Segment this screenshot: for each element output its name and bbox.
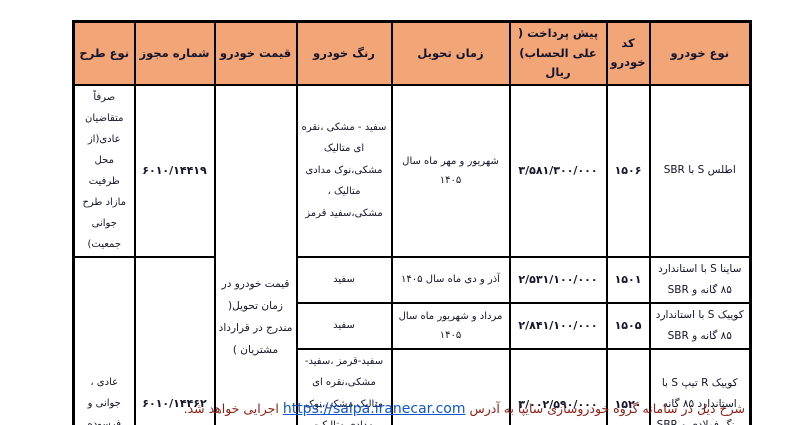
cell-type-atlas: اطلس S با SBR: [648, 83, 752, 258]
table-row: ساینا S با استاندارد ۸۵ گانه و SBR ۱۵۰۱ …: [72, 255, 752, 425]
cell-delivery-rows4to5-merged: تیر ، مرداد و شهریور ماه سال ۱۴۰۵: [390, 347, 511, 425]
cell-delivery-atlas: شهریور و مهر ماه سال ۱۴۰۵: [390, 83, 511, 258]
cell-price-note-merged: قیمت خودرو در زمان تحویل( مندرج در قرارد…: [213, 83, 298, 425]
caption-text-after: اجرایی خواهد شد.: [183, 401, 283, 416]
col-header-car-code: کد خودرو: [605, 20, 651, 86]
col-header-car-color: رنگ خودرو: [295, 20, 393, 86]
col-header-plan-type: نوع طرح: [72, 20, 136, 86]
table-row: اطلس S با SBR ۱۵۰۶ ۳/۵۸۱/۳۰۰/۰۰۰ شهریور …: [72, 83, 752, 425]
footer-caption: شرح ذیل در سامانه گروه خودروسازی سایپا ب…: [45, 401, 745, 417]
cell-prepayment-atlas: ۳/۵۸۱/۳۰۰/۰۰۰: [508, 83, 608, 258]
cell-plan-rows2to5-merged: عادی ، جوانی و فرسوده: [72, 255, 136, 425]
cell-colors-atlas: سفید - مشکی ،نقره ای متالیک مشکی،نوک مدا…: [295, 83, 393, 258]
cell-type-saina: ساینا S با استاندارد ۸۵ گانه و SBR: [648, 255, 752, 304]
cell-colors-quick-s: سفید: [295, 301, 393, 350]
col-header-permit-number: شماره مجوز: [133, 20, 216, 86]
col-header-prepayment: پیش پرداخت ( علی الحساب) ریال: [508, 20, 608, 86]
table-row: کوییک R تیپ S با استاندارد ۸۵ گانه رینگ …: [74, 347, 752, 425]
cell-code-atlas: ۱۵۰۶: [605, 83, 651, 258]
cell-delivery-quick-s: مرداد و شهریور ماه سال ۱۴۰۵: [390, 301, 511, 350]
col-header-car-type: نوع خودرو: [648, 20, 752, 86]
cell-code-quick-s: ۱۵۰۵: [605, 301, 651, 350]
cell-colors-saina: سفید: [295, 255, 393, 304]
cell-permit-rows2to5-merged: ۶۰۱۰/۱۴۴۶۲: [133, 255, 216, 425]
cell-code-saina: ۱۵۰۱: [605, 255, 651, 304]
cell-prepayment-quick-s: ۲/۸۴۱/۱۰۰/۰۰۰: [508, 301, 608, 350]
header-row: نوع خودرو کد خودرو پیش پرداخت ( علی الحس…: [72, 20, 752, 86]
caption-text-before: شرح ذیل در سامانه گروه خودروسازی سایپا ب…: [465, 401, 745, 416]
cell-type-quick-r: کوییک R تیپ S با استاندارد ۸۵ گانه رینگ …: [648, 347, 752, 425]
saipa-presale-table: نوع خودرو کد خودرو پیش پرداخت ( علی الحس…: [72, 20, 752, 425]
cell-colors-quick-r: سفید-قرمز ،سفید-مشکی،نقره ای متالیک مشکی…: [295, 347, 393, 425]
cell-code-quick-r: ۱۵۲۰: [605, 347, 651, 425]
cell-plan-row1: صرفاً متقاضیان عادی(از محل ظرفیت مازاد ط…: [72, 83, 136, 258]
table-row: کوییک S با استاندارد ۸۵ گانه و SBR ۱۵۰۵ …: [74, 301, 752, 350]
cell-prepayment-saina: ۲/۵۳۱/۱۰۰/۰۰۰: [508, 255, 608, 304]
cell-prepayment-quick-r: ۳/۰۰۲/۵۹۰/۰۰۰: [508, 347, 608, 425]
cell-delivery-saina: آذر و دی ماه سال ۱۴۰۵: [390, 255, 511, 304]
col-header-car-price: قیمت خودرو: [213, 20, 298, 86]
cell-type-quick-s: کوییک S با استاندارد ۸۵ گانه و SBR: [648, 301, 752, 350]
cell-permit-row1: ۶۰۱۰/۱۴۴۱۹: [133, 83, 216, 258]
col-header-delivery-time: زمان تحویل: [390, 20, 511, 86]
saipa-iranecar-link[interactable]: https://saipa.iranecar.com: [282, 401, 466, 417]
